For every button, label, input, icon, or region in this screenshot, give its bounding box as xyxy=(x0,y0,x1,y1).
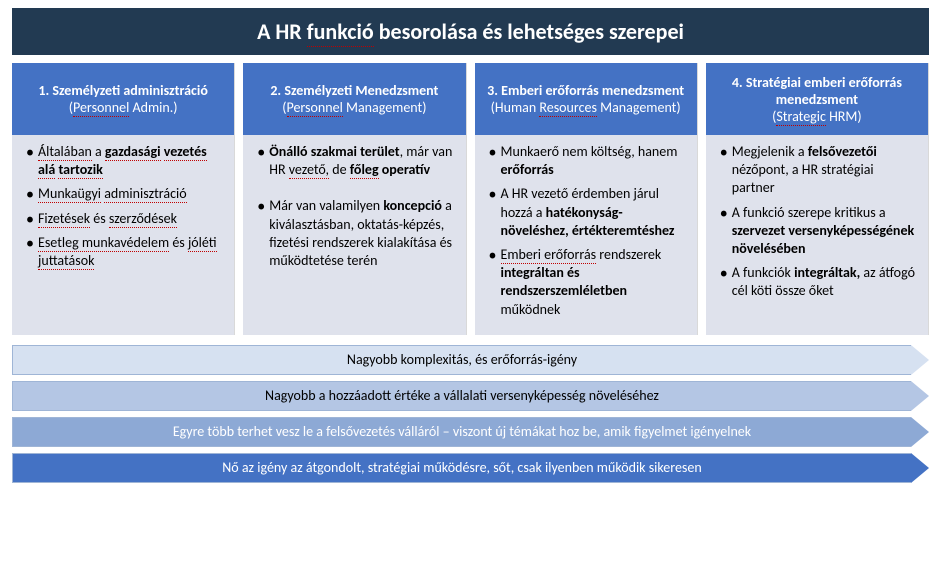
column-header-4: 4. Stratégiai emberi erőforrás menedzsme… xyxy=(706,63,928,135)
arrow-head-icon xyxy=(911,345,929,375)
bullet-item: Megjelenik a felsővezetői nézőpont, a HR… xyxy=(720,143,918,198)
column-1: 1. Személyzeti adminisztráció (Personnel… xyxy=(12,63,235,335)
arrows-container: Nagyobb komplexitás, és erőforrás-igény N… xyxy=(12,345,929,483)
arrow-head-icon xyxy=(911,453,929,483)
bullet-item: Önálló szakmai terület, már van HR vezet… xyxy=(257,143,455,179)
bullet-item: A funkciók integráltak, az átfogó cél kö… xyxy=(720,264,918,300)
bullet-item: Esetleg munkavédelem és jóléti juttatáso… xyxy=(26,234,224,270)
arrow-4: Nő az igény az átgondolt, stratégiai műk… xyxy=(12,453,929,483)
column-header-2: 2. Személyzeti Menedzsment (Personnel Ma… xyxy=(243,63,465,135)
bullet-item: Emberi erőforrás rendszerek integráltan … xyxy=(489,246,687,319)
bullet-item: Munkaerő nem költség, hanem erőforrás xyxy=(489,143,687,179)
column-2: 2. Személyzeti Menedzsment (Personnel Ma… xyxy=(243,63,466,335)
column-body-1: Általában a gazdasági vezetés alá tartoz… xyxy=(12,135,234,335)
columns-container: 1. Személyzeti adminisztráció (Personnel… xyxy=(12,63,929,335)
bullet-item: A HR vezető érdemben járul hozzá a haték… xyxy=(489,185,687,240)
arrow-label: Nő az igény az átgondolt, stratégiai műk… xyxy=(12,453,911,483)
arrow-label: Nagyobb komplexitás, és erőforrás-igény xyxy=(12,345,911,375)
arrow-2: Nagyobb a hozzáadott értéke a vállalati … xyxy=(12,381,929,411)
bullet-item: Fizetések és szerződések xyxy=(26,210,224,228)
column-3: 3. Emberi erőforrás menedzsment (Human R… xyxy=(475,63,698,335)
bullet-item: Már van valamilyen koncepció a kiválaszt… xyxy=(257,197,455,270)
column-header-1: 1. Személyzeti adminisztráció (Personnel… xyxy=(12,63,234,135)
column-body-4: Megjelenik a felsővezetői nézőpont, a HR… xyxy=(706,135,928,335)
arrow-1: Nagyobb komplexitás, és erőforrás-igény xyxy=(12,345,929,375)
main-title: A HR funkció besorolása és lehetséges sz… xyxy=(12,8,929,55)
bullet-item: Általában a gazdasági vezetés alá tartoz… xyxy=(26,143,224,179)
arrow-head-icon xyxy=(911,417,929,447)
arrow-label: Nagyobb a hozzáadott értéke a vállalati … xyxy=(12,381,911,411)
arrow-3: Egyre több terhet vesz le a felsővezetés… xyxy=(12,417,929,447)
column-4: 4. Stratégiai emberi erőforrás menedzsme… xyxy=(706,63,929,335)
column-header-3: 3. Emberi erőforrás menedzsment (Human R… xyxy=(475,63,697,135)
main-title-text: A HR funkció besorolása és lehetséges sz… xyxy=(257,18,684,47)
bullet-item: Munkaügyi adminisztráció xyxy=(26,185,224,203)
arrow-head-icon xyxy=(911,381,929,411)
arrow-label: Egyre több terhet vesz le a felsővezetés… xyxy=(12,417,911,447)
bullet-item: A funkció szerepe kritikus a szervezet v… xyxy=(720,204,918,259)
column-body-2: Önálló szakmai terület, már van HR vezet… xyxy=(243,135,465,335)
column-body-3: Munkaerő nem költség, hanem erőforrás A H… xyxy=(475,135,697,335)
